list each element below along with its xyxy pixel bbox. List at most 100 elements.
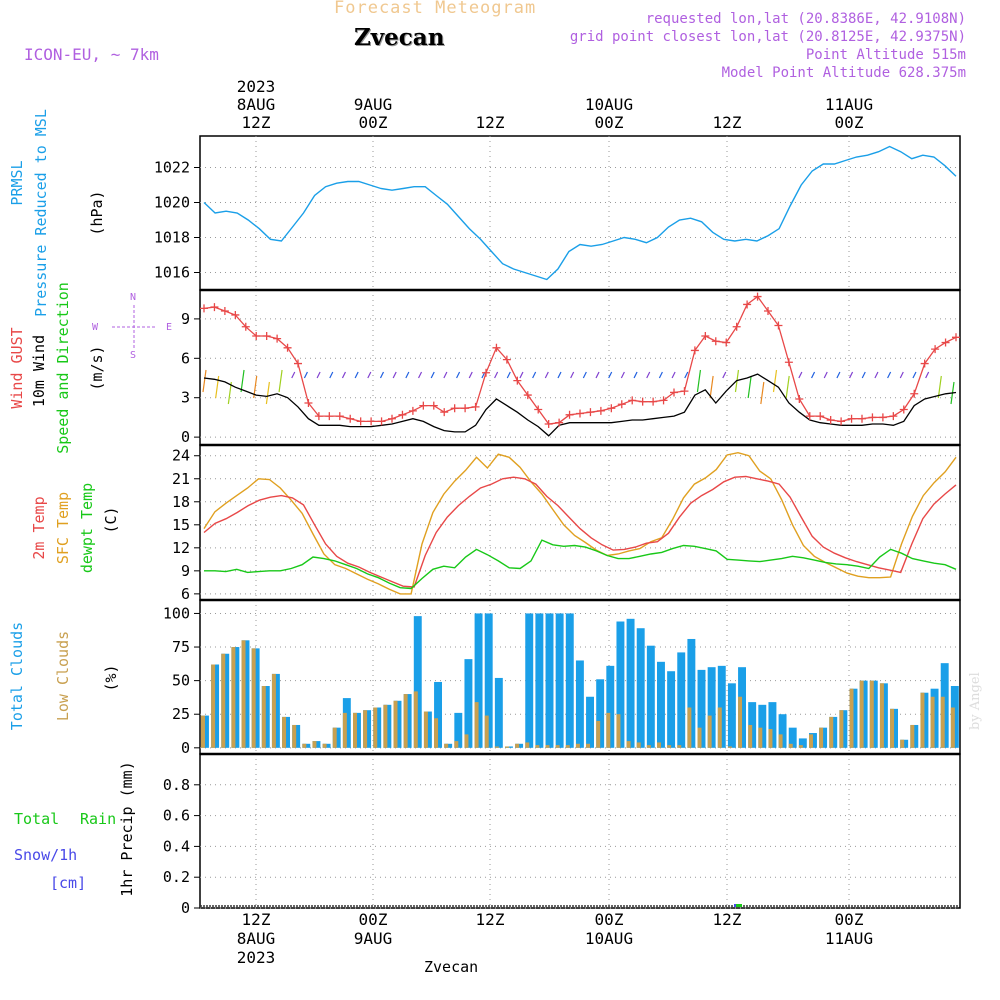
bottom-time-hour: 00Z bbox=[835, 910, 864, 929]
gust-marker bbox=[262, 331, 271, 340]
gust-marker bbox=[252, 331, 261, 340]
wind-barb bbox=[354, 371, 359, 379]
wind-barb bbox=[772, 369, 778, 393]
total-cloud-bar bbox=[555, 613, 564, 748]
compass-south: S bbox=[130, 350, 136, 361]
wind-barb bbox=[240, 369, 245, 393]
low-cloud-bar bbox=[687, 707, 692, 748]
total-cloud-bar bbox=[778, 714, 787, 748]
low-cloud-bar bbox=[738, 696, 743, 748]
wind-barb bbox=[582, 371, 587, 379]
precip-units: 1hr Precip (mm) bbox=[118, 761, 136, 896]
low-cloud-bar bbox=[505, 746, 509, 748]
wind-barb bbox=[874, 371, 879, 379]
gust-marker bbox=[502, 355, 511, 364]
low-cloud-bar bbox=[393, 700, 398, 748]
top-time-date: 11AUG bbox=[825, 95, 873, 114]
rain-bar bbox=[736, 904, 742, 907]
total-cloud-bar bbox=[535, 613, 544, 748]
total-cloud-bar bbox=[525, 613, 534, 748]
y-tick-label-pressure: 1018 bbox=[154, 229, 190, 247]
low-cloud-bar bbox=[444, 743, 449, 748]
gust-marker bbox=[878, 413, 887, 422]
gust-marker bbox=[408, 406, 417, 415]
wind-barb bbox=[760, 381, 765, 405]
wind-barb bbox=[899, 371, 904, 379]
bottom-time-hour: 12Z bbox=[476, 910, 505, 929]
y-tick-label-temperature: 9 bbox=[181, 562, 190, 580]
wind-direction-label: Speed and Direction bbox=[54, 282, 72, 454]
total-cloud-bar bbox=[231, 647, 240, 748]
low-cloud-bar bbox=[322, 743, 327, 748]
y-tick-label-clouds: 50 bbox=[172, 672, 190, 690]
gust-marker bbox=[680, 387, 689, 396]
total-cloud-bar bbox=[677, 652, 686, 748]
gust-marker bbox=[868, 413, 877, 422]
low-cloud-bar bbox=[839, 710, 844, 748]
wind-barb bbox=[722, 371, 727, 379]
low-cloud-bar bbox=[353, 712, 357, 748]
gust-marker bbox=[576, 409, 584, 418]
top-time-hour: 00Z bbox=[359, 113, 388, 132]
gust-marker bbox=[335, 412, 344, 421]
total-cloud-bar bbox=[717, 665, 726, 748]
wind-speed-line bbox=[203, 373, 957, 437]
y-tick-label-pressure: 1020 bbox=[154, 194, 190, 212]
wind-barb bbox=[646, 371, 651, 379]
gust-marker bbox=[356, 417, 365, 426]
wind-barb bbox=[494, 371, 499, 379]
total-clouds-label: Total Clouds bbox=[8, 622, 26, 730]
gust-marker bbox=[701, 331, 710, 340]
gust-marker bbox=[586, 408, 595, 417]
wind-barb bbox=[329, 371, 334, 379]
total-cloud-bar bbox=[494, 677, 503, 748]
dewpt-line bbox=[204, 539, 957, 590]
bottom-time-hour: 00Z bbox=[359, 910, 388, 929]
gust-marker bbox=[847, 414, 856, 423]
wind-barb bbox=[696, 369, 702, 393]
wind-label: 10m Wind bbox=[30, 335, 48, 407]
gust-marker bbox=[273, 334, 282, 343]
y-tick-label-clouds: 0 bbox=[181, 739, 190, 757]
pressure-label-2: Pressure Reduced to MSL bbox=[32, 109, 50, 317]
gust-marker bbox=[596, 406, 605, 415]
total-cloud-bar bbox=[768, 702, 777, 748]
gust-marker bbox=[795, 395, 804, 404]
gust-marker bbox=[523, 391, 532, 400]
total-cloud-bar bbox=[201, 715, 209, 748]
gust-marker bbox=[565, 410, 574, 419]
cloud-units: (%) bbox=[102, 664, 120, 691]
bottom-time-date: 8AUG bbox=[237, 929, 276, 948]
low-cloud-bar bbox=[667, 745, 672, 748]
wind-barb bbox=[532, 371, 537, 379]
top-time-date: 8AUG bbox=[237, 95, 276, 114]
low-cloud-bar bbox=[788, 743, 793, 748]
total-cloud-bar bbox=[657, 661, 665, 748]
wind-barb bbox=[316, 371, 321, 379]
gust-marker bbox=[910, 389, 919, 398]
gust-marker bbox=[304, 398, 313, 407]
dewpt-label: dewpt Temp bbox=[78, 483, 96, 573]
total-cloud-bar bbox=[606, 665, 615, 748]
wind-barb bbox=[937, 375, 942, 399]
snow-label: Snow/1h bbox=[14, 846, 77, 864]
bottom-time-date: 11AUG bbox=[825, 929, 873, 948]
gust-marker bbox=[649, 397, 658, 406]
total-cloud-bar bbox=[697, 669, 706, 748]
compass-west: W bbox=[92, 322, 99, 333]
gust-marker bbox=[440, 408, 449, 417]
low-cloud-bar bbox=[829, 716, 834, 748]
total-cloud-bar bbox=[474, 613, 483, 748]
low-cloud-bar bbox=[920, 692, 925, 748]
wind-barb bbox=[367, 371, 372, 379]
total-cloud-bar bbox=[565, 613, 574, 748]
temp-2m-label: 2m Temp bbox=[30, 496, 48, 559]
gust-marker bbox=[732, 322, 741, 331]
total-cloud-bar bbox=[454, 712, 463, 748]
precip-rain-label: Rain bbox=[80, 810, 116, 828]
sfc-temp-label: SFC Temp bbox=[54, 492, 72, 564]
low-cloud-bar bbox=[292, 724, 297, 748]
low-cloud-bar bbox=[819, 727, 824, 748]
compass-north: N bbox=[130, 292, 136, 303]
low-cloud-bar bbox=[575, 743, 580, 748]
